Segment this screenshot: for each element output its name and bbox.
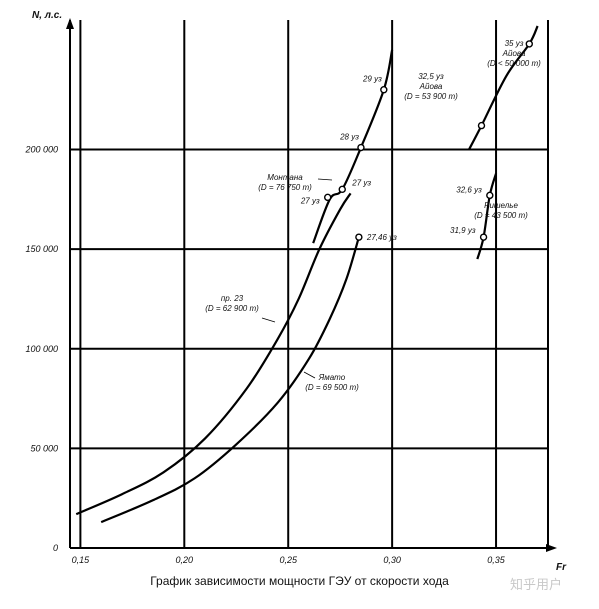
data-label-montana: 27 уз [300,196,320,205]
grid [66,18,557,552]
x-axis-title: Fr [556,562,567,573]
data-point-iowa [477,121,486,130]
series-label-yamato: (D = 69 500 т) [305,383,359,392]
data-label-montana: 27 уз [351,178,371,187]
series-line-iowa [468,25,539,151]
watermark: 知乎用户 [510,578,563,593]
tick-labels: 0,15 0,20 0,25 0,30 0,35 0 50 000 100 000 150 00… [24,145,505,565]
data-point-richelieu [486,191,494,200]
x-tick-label: 0,30 [383,555,401,565]
annotations: пр. 23(D = 62 900 т) Ямато(D = 69 500 т) 2… [205,39,541,392]
y-tick-label: 50 000 [30,443,58,453]
series-label-iowa: (D < 50 000 т) [487,59,541,68]
series-label-pr23: пр. 23 [221,294,244,303]
y-tick-label: 100 000 [25,344,58,354]
data-point-montana [357,143,365,152]
data-point-iowa [525,40,533,48]
series-line-montana [312,49,394,244]
data-label-richelieu: 31,9 уз [450,226,476,235]
series-label-iowa: 35 уз [505,39,524,48]
leader-line [303,371,316,379]
series-label-richelieu: Ришелье [484,201,518,210]
data-label-richelieu: 32,6 уз [456,185,482,194]
x-tick-label: 0,15 [72,555,91,565]
y-axis-title: N, л.с. [32,10,62,21]
series-label-montana: Монтана [267,173,303,182]
data-point-montana [338,185,346,194]
series-line-richelieu [476,173,498,260]
leader-line [261,317,276,323]
x-axis-arrow [546,544,557,552]
series-label-iowa: (D = 53 900 т) [404,92,458,101]
y-axis-arrow [66,18,74,29]
leader-line [317,178,333,181]
y-tick-label: 0 [53,543,58,553]
series-label-richelieu: (D = 43 500 т) [474,211,528,220]
x-tick-label: 0,35 [487,555,506,565]
series-label-iowa: 32,5 уз [418,72,444,81]
data-point-yamato [355,233,363,241]
series-line-yamato [100,236,360,524]
x-tick-label: 0,25 [279,555,298,565]
series-label-iowa: Айова [419,82,443,91]
data-point-montana [324,193,332,202]
series-label-yamato: Ямато [318,373,346,382]
series-label-iowa: Айова [502,49,526,58]
y-tick-label: 150 000 [25,244,58,254]
series-curves [75,25,539,524]
series-line-pr23 [75,192,352,516]
data-label-yamato: 27,46 уз [366,233,397,242]
series-label-montana: (D = 76 750 т) [258,183,312,192]
series-label-pr23: (D = 62 900 т) [205,304,259,313]
data-point-montana [380,86,388,94]
data-label-montana: 29 уз [362,75,382,84]
y-tick-label: 200 000 [24,145,58,155]
data-label-montana: 28 уз [339,133,359,142]
chart-caption: График зависимости мощности ГЭУ от скоро… [150,574,449,588]
x-tick-label: 0,20 [176,555,194,565]
data-point-richelieu [479,233,488,241]
